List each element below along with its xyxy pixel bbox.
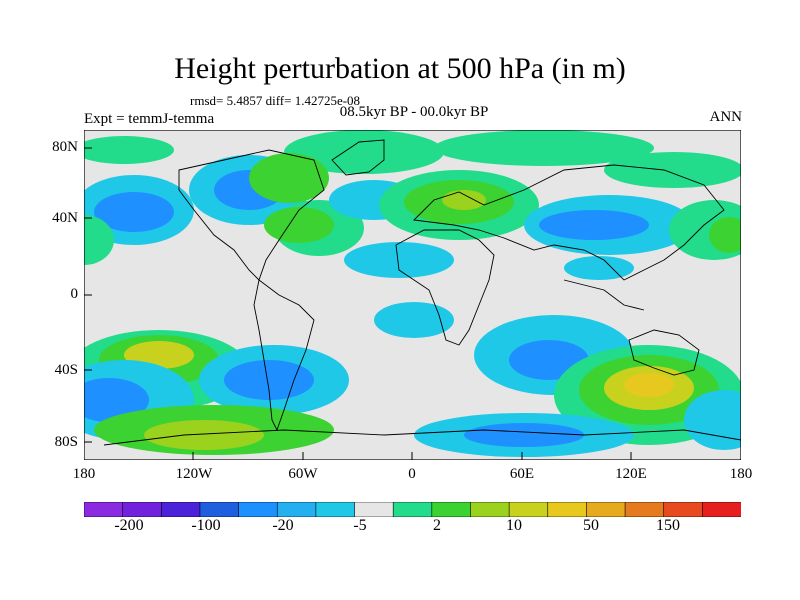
colorbar-swatch [547, 502, 588, 517]
lon-tick-180e: 180 [729, 466, 753, 482]
lon-tick-60w: 60W [288, 466, 318, 482]
colorbar-swatch [84, 502, 124, 517]
anomaly-fields [84, 130, 741, 457]
coastlines [103, 139, 741, 446]
lat-tick-80s: 80S [54, 434, 78, 450]
season-label: ANN [709, 109, 743, 125]
colorbar-label-2: -20 [272, 517, 294, 534]
lon-tick-120w: 120W [175, 466, 213, 482]
colorbar-swatch [160, 502, 201, 517]
lat-tick-40s: 40S [54, 362, 78, 378]
colorbar [84, 502, 741, 517]
colorbar-swatch [624, 502, 665, 517]
colorbar-swatch [276, 502, 317, 517]
period-label: 08.5kyr BP - 00.0kyr BP [339, 104, 489, 120]
colorbar-swatch [122, 502, 163, 517]
lon-tick-120e: 120E [615, 466, 647, 482]
lat-tick-0: 0 [70, 286, 79, 302]
lon-tick-0: 0 [408, 466, 416, 482]
lon-tick-60e: 60E [509, 466, 535, 482]
colorbar-swatch [702, 502, 741, 517]
colorbar-swatch [354, 502, 394, 517]
colorbar-label-1: -100 [191, 517, 221, 534]
lon-tick-180w: 180 [72, 466, 96, 482]
colorbar-label-0: -200 [114, 517, 144, 534]
colorbar-swatch [508, 502, 549, 517]
colorbar-swatch [470, 502, 510, 517]
experiment-label: Expt = temmJ-temma [84, 111, 215, 127]
rmsd-diff-stats: rmsd= 5.4857 diff= 1.42725e-08 [190, 93, 361, 108]
colorbar-swatch [199, 502, 240, 517]
colorbar-label-6: 50 [583, 517, 599, 534]
colorbar-swatch [238, 502, 279, 517]
lat-tick-80n: 80N [52, 139, 78, 155]
lat-tick-40n: 40N [52, 210, 78, 226]
colorbar-swatch [663, 502, 704, 517]
colorbar-swatch [586, 502, 626, 517]
colorbar-swatch [315, 502, 356, 517]
plot-title: Height perturbation at 500 hPa (in m) [174, 52, 626, 85]
axis-ticks [84, 147, 632, 460]
colorbar-label-3: -5 [353, 517, 367, 534]
colorbar-label-7: 150 [656, 517, 680, 534]
colorbar-label-5: 10 [506, 517, 522, 534]
colorbar-swatch [392, 502, 433, 517]
colorbar-label-4: 2 [433, 517, 441, 534]
colorbar-swatch [431, 502, 472, 517]
height-perturbation-map [84, 130, 741, 460]
